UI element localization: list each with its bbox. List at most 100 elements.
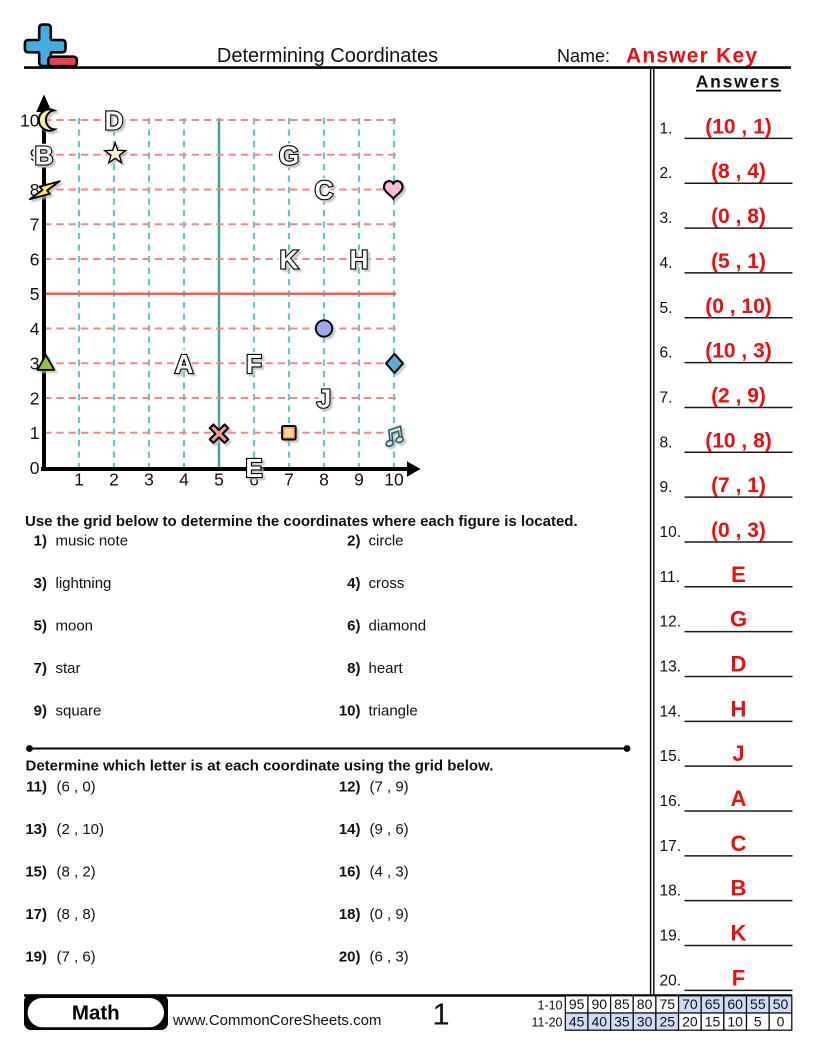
svg-text:9): 9) — [34, 703, 47, 720]
svg-text:10: 10 — [727, 1013, 743, 1029]
svg-text:14.: 14. — [660, 703, 682, 720]
svg-text:12.: 12. — [660, 614, 682, 631]
svg-text:C: C — [315, 175, 334, 205]
svg-text:9: 9 — [354, 470, 364, 490]
svg-text:3: 3 — [30, 354, 40, 374]
svg-text:Answers: Answers — [696, 72, 782, 92]
svg-text:J: J — [732, 741, 744, 766]
svg-text:20): 20) — [339, 949, 361, 966]
svg-text:(10 , 8): (10 , 8) — [705, 429, 772, 452]
svg-text:5: 5 — [754, 1013, 762, 1029]
svg-text:35: 35 — [614, 1013, 630, 1029]
svg-text:J: J — [317, 384, 331, 414]
svg-text:lightning: lightning — [56, 575, 112, 592]
svg-text:1: 1 — [432, 997, 449, 1032]
svg-text:8: 8 — [319, 470, 329, 490]
svg-text:A: A — [175, 349, 194, 379]
svg-text:95: 95 — [569, 996, 585, 1012]
svg-text:H: H — [350, 245, 369, 275]
svg-text:Determine which letter is at e: Determine which letter is at each coordi… — [26, 758, 494, 775]
svg-text:0: 0 — [30, 458, 40, 478]
svg-text:(8 , 4): (8 , 4) — [711, 160, 766, 183]
svg-text:C: C — [315, 175, 334, 205]
svg-text:(0 , 3): (0 , 3) — [711, 519, 766, 542]
svg-text:5): 5) — [34, 618, 47, 635]
svg-text:(0 , 10): (0 , 10) — [705, 295, 772, 318]
svg-text:13.: 13. — [660, 658, 682, 675]
svg-text:85: 85 — [614, 996, 630, 1012]
svg-text:(8 , 2): (8 , 2) — [57, 864, 96, 881]
svg-text:(5 , 1): (5 , 1) — [711, 250, 766, 273]
svg-text:Determining Coordinates: Determining Coordinates — [217, 45, 438, 67]
svg-text:16): 16) — [339, 864, 361, 881]
svg-text:8.: 8. — [660, 434, 673, 451]
svg-text:(2 , 9): (2 , 9) — [711, 384, 766, 407]
svg-text:18.: 18. — [660, 883, 682, 900]
svg-text:(7 , 6): (7 , 6) — [57, 949, 96, 966]
svg-text:5.: 5. — [660, 300, 673, 317]
svg-text:15): 15) — [25, 864, 47, 881]
svg-text:10: 10 — [384, 470, 404, 490]
svg-text:9.: 9. — [660, 479, 673, 496]
svg-text:2): 2) — [347, 533, 360, 550]
svg-text:60: 60 — [727, 996, 743, 1012]
svg-text:(7 , 9): (7 , 9) — [370, 779, 409, 796]
svg-text:D: D — [105, 106, 124, 136]
svg-text:7: 7 — [284, 470, 294, 490]
svg-text:7): 7) — [34, 660, 47, 677]
svg-text:H: H — [731, 696, 747, 721]
svg-text:16.: 16. — [660, 793, 682, 810]
svg-text:(0 , 9): (0 , 9) — [370, 906, 409, 923]
svg-text:80: 80 — [637, 996, 653, 1012]
svg-text:70: 70 — [682, 996, 698, 1012]
svg-text:1-10: 1-10 — [537, 998, 562, 1012]
svg-text:Name:: Name: — [557, 46, 610, 66]
svg-text:6.: 6. — [660, 345, 673, 362]
svg-text:moon: moon — [56, 618, 94, 635]
svg-text:9: 9 — [30, 145, 40, 165]
svg-text:E: E — [245, 453, 262, 483]
svg-text:B: B — [35, 140, 54, 170]
svg-text:E: E — [731, 562, 746, 587]
svg-text:G: G — [279, 140, 299, 170]
svg-text:www.CommonCoreSheets.com: www.CommonCoreSheets.com — [172, 1012, 381, 1029]
svg-text:6): 6) — [347, 618, 360, 635]
svg-text:25: 25 — [659, 1013, 675, 1029]
svg-text:F: F — [246, 349, 262, 379]
svg-text:7: 7 — [30, 215, 40, 235]
svg-text:1: 1 — [30, 423, 40, 443]
svg-text:6: 6 — [249, 470, 259, 490]
svg-text:11.: 11. — [660, 569, 680, 586]
svg-text:4.: 4. — [660, 255, 673, 272]
svg-text:8): 8) — [347, 660, 360, 677]
svg-text:circle: circle — [369, 533, 404, 550]
svg-text:2.: 2. — [660, 165, 673, 182]
svg-text:B: B — [35, 140, 54, 170]
svg-text:40: 40 — [591, 1013, 607, 1029]
svg-text:K: K — [731, 921, 747, 946]
svg-text:Answer Key: Answer Key — [626, 45, 758, 68]
svg-text:17.: 17. — [660, 838, 682, 855]
svg-text:triangle: triangle — [369, 703, 418, 720]
svg-text:J: J — [317, 384, 331, 414]
svg-text:6: 6 — [30, 249, 40, 269]
svg-text:2: 2 — [109, 470, 119, 490]
svg-text:Use the grid below to determin: Use the grid below to determine the coor… — [25, 513, 578, 530]
svg-text:cross: cross — [369, 575, 405, 592]
svg-text:20: 20 — [682, 1013, 698, 1029]
svg-text:C: C — [731, 831, 747, 856]
svg-text:1): 1) — [34, 533, 47, 550]
svg-text:D: D — [731, 651, 747, 676]
svg-text:A: A — [731, 786, 747, 811]
svg-text:(8 , 8): (8 , 8) — [57, 906, 96, 923]
svg-text:14): 14) — [339, 821, 361, 838]
svg-text:(10 , 1): (10 , 1) — [705, 115, 772, 138]
svg-text:15: 15 — [705, 1013, 721, 1029]
svg-text:50: 50 — [773, 996, 789, 1012]
svg-text:10): 10) — [339, 703, 361, 720]
svg-text:5: 5 — [214, 470, 224, 490]
svg-text:10.: 10. — [660, 524, 682, 541]
svg-text:10: 10 — [20, 110, 40, 130]
svg-text:19.: 19. — [660, 928, 682, 945]
svg-text:18): 18) — [339, 906, 361, 923]
